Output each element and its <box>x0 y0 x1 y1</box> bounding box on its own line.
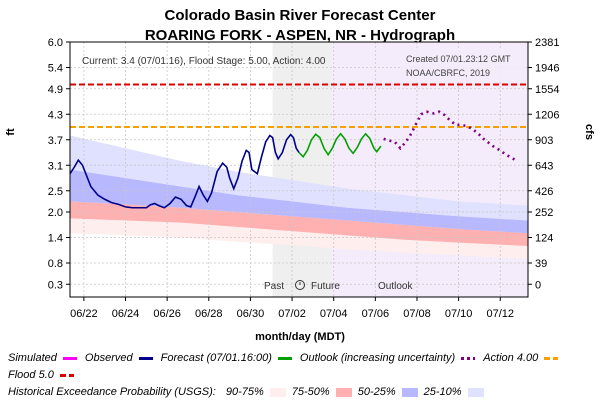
legend: Simulated Observed Forecast (07/01.16:00… <box>8 350 598 401</box>
y-tick-label: 4.3 <box>48 109 63 121</box>
x-tick-label: 07/12 <box>486 308 514 320</box>
band-75-50-swatch <box>335 388 352 397</box>
x-tick-label: 07/04 <box>320 308 348 320</box>
y-axis-ticks: 6.0 5.4 4.9 4.3 3.7 3.1 2.5 2.0 1.4 0.8 0.3 <box>48 37 70 291</box>
y2-tick-label: 1554 <box>535 84 559 96</box>
y2-tick-label: 252 <box>535 207 553 219</box>
band-25-10% <box>70 135 528 221</box>
legend-forecast: Forecast (07/01.16:00) <box>161 350 292 367</box>
legend-action: Action 4.00 <box>483 350 559 367</box>
threshold-lines <box>70 83 528 128</box>
plot-frame <box>69 41 529 298</box>
current-annotation: Current: 3.4 (07/01.16), Flood Stage: 5.… <box>82 56 326 67</box>
created-line-1: Created 07/01.23:12 GMT <box>406 54 511 64</box>
band-75-50% <box>70 201 528 246</box>
legend-observed: Observed <box>85 350 153 367</box>
y2-axis-label: cfs <box>583 124 595 140</box>
legend-row-3: Historical Exceedance Probability (USGS)… <box>8 384 598 401</box>
y-tick-label: 5.4 <box>48 63 63 75</box>
legend-outlook: Outlook (increasing uncertainty) <box>299 350 476 367</box>
legend-row-1: Simulated Observed Forecast (07/01.16:00… <box>8 350 598 367</box>
legend-hist-label: Historical Exceedance Probability (USGS)… <box>8 386 216 398</box>
y2-tick-label: 2381 <box>535 37 559 49</box>
legend-band-90-75: 90-75% <box>225 386 264 398</box>
observed-swatch <box>138 357 153 360</box>
y2-tick-label: 903 <box>535 135 553 147</box>
simulated-swatch <box>62 357 77 360</box>
y-axis-label: ft <box>5 128 17 136</box>
y2-tick-label: 124 <box>535 233 553 245</box>
flood-swatch <box>59 374 74 377</box>
chart-title: Colorado Basin River Forecast Center <box>165 7 436 24</box>
legend-flood-label: Flood 5.0 <box>8 369 54 381</box>
clock-icon <box>295 280 305 290</box>
legend-action-label: Action 4.00 <box>483 352 539 364</box>
y-tick-label: 0.3 <box>48 279 63 291</box>
x-tick-label: 06/26 <box>153 308 181 320</box>
legend-band-50-25: 50-25% <box>357 386 396 398</box>
legend-observed-label: Observed <box>84 352 133 364</box>
y-tick-label: 0.8 <box>48 258 63 270</box>
series-line-Observed <box>69 133 300 209</box>
x-tick-label: 07/10 <box>445 308 473 320</box>
band-90-75% <box>70 218 528 259</box>
legend-band-75-50: 75-50% <box>291 386 330 398</box>
created-box <box>400 50 524 82</box>
series-lines <box>69 110 518 209</box>
x-tick-label: 06/30 <box>237 308 265 320</box>
x-tick-label: 06/22 <box>70 308 98 320</box>
series-line-Forecast (07/01.16:00) <box>298 132 382 159</box>
x-tick-label: 07/02 <box>278 308 306 320</box>
y2-axis-ticks: 2381 1946 1554 1206 903 643 426 252 124 39 0 <box>528 37 559 291</box>
exceedance-bands <box>70 135 528 259</box>
x-tick-label: 06/28 <box>195 308 223 320</box>
band-50-25-swatch <box>401 388 418 397</box>
y2-tick-label: 643 <box>535 160 553 172</box>
created-line-2: NOAA/CBRFC, 2019 <box>406 68 490 78</box>
legend-forecast-label: Forecast (07/01.16:00) <box>160 352 272 364</box>
chart-subtitle: ROARING FORK - ASPEN, NR - Hydrograph <box>145 27 455 44</box>
action-swatch <box>544 357 559 360</box>
y2-tick-label: 39 <box>535 258 547 270</box>
legend-flood: Flood 5.0 <box>8 367 74 384</box>
band-25-10-swatch <box>467 388 484 397</box>
band-90-75-swatch <box>269 388 286 397</box>
y2-tick-label: 1946 <box>535 63 559 75</box>
legend-simulated-label: Simulated <box>8 352 57 364</box>
legend-band-25-10: 25-10% <box>423 386 462 398</box>
forecast-swatch <box>277 357 292 360</box>
y-tick-label: 1.4 <box>48 233 63 245</box>
y2-tick-label: 0 <box>535 279 541 291</box>
past-label: Past <box>264 281 284 292</box>
y2-tick-label: 1206 <box>535 109 559 121</box>
legend-row-2: Flood 5.0 <box>8 367 598 384</box>
x-axis-label: month/day (MDT) <box>255 331 345 343</box>
legend-simulated: Simulated <box>8 350 77 367</box>
y-tick-label: 2.0 <box>48 207 63 219</box>
y-tick-label: 3.1 <box>48 160 63 172</box>
outlook-label: Outlook <box>378 281 413 292</box>
grid-lines <box>70 41 528 297</box>
y2-tick-label: 426 <box>535 186 553 198</box>
y-tick-label: 4.9 <box>48 84 63 96</box>
x-tick-label: 07/08 <box>403 308 431 320</box>
legend-outlook-label: Outlook (increasing uncertainty) <box>299 352 456 364</box>
x-tick-label: 07/06 <box>362 308 390 320</box>
x-axis-ticks: 06/22 06/24 06/26 06/28 06/30 07/02 07/04 07/06… <box>70 297 514 320</box>
outlook-swatch <box>461 357 476 360</box>
y-tick-label: 2.5 <box>48 186 63 198</box>
y-tick-label: 3.7 <box>48 135 63 147</box>
future-label: Future <box>311 281 340 292</box>
y-tick-label: 6.0 <box>48 37 63 49</box>
x-tick-label: 06/24 <box>112 308 140 320</box>
band-50-25% <box>70 169 528 234</box>
past-region-shade <box>272 42 333 297</box>
